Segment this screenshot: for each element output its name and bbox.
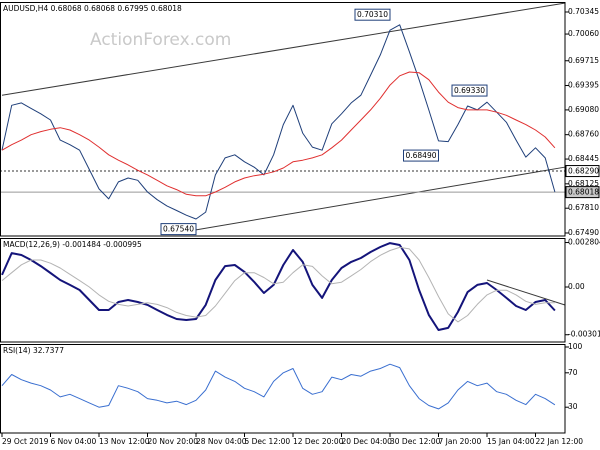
y-tick-label: 0.67490 <box>568 228 599 237</box>
x-tick-label: 13 Nov 12:00 <box>99 437 150 446</box>
y-tick-label: 0.002804 <box>568 238 600 247</box>
y-tick-label: 30 <box>568 402 578 411</box>
x-tick-label: 28 Nov 04:00 <box>196 437 247 446</box>
panel-frame <box>0 2 566 237</box>
panel-title: AUDUSD,H4 0.68068 0.68068 0.67995 0.6801… <box>3 4 182 13</box>
price-box-label: 0.68290 <box>568 167 599 176</box>
y-tick-label: 0.00 <box>568 282 585 291</box>
x-tick-label: 20 Nov 20:00 <box>148 437 199 446</box>
trendline <box>486 279 565 306</box>
x-tick-label: 6 Nov 04:00 <box>51 437 97 446</box>
annotation-box <box>403 149 439 162</box>
annotation-label: 0.69330 <box>454 86 485 95</box>
price-box-label: 0.68018 <box>568 188 599 197</box>
y-tick-label: 100 <box>568 342 583 351</box>
y-tick-label: 70 <box>568 368 578 377</box>
x-tick-label: 20 Dec 04:00 <box>342 437 393 446</box>
panel-frame <box>0 344 566 434</box>
y-tick-label: 0.69080 <box>568 105 599 114</box>
y-tick-label: 0.69395 <box>568 81 599 90</box>
series-line <box>1 246 555 323</box>
panel <box>0 2 565 231</box>
price-box <box>565 186 600 199</box>
series-line <box>1 24 556 220</box>
watermark: ActionForex.com <box>90 30 231 50</box>
x-tick-label: 30 Dec 12:00 <box>390 437 441 446</box>
x-tick-label: 15 Jan 04:00 <box>487 437 535 446</box>
x-tick-label: 5 Dec 12:00 <box>245 437 291 446</box>
x-tick-label: 7 Jan 20:00 <box>439 437 482 446</box>
price-box <box>565 165 600 178</box>
y-tick-label: 0.68760 <box>568 130 599 139</box>
y-tick-label: -0.003012 <box>568 330 600 339</box>
annotation-label: 0.67540 <box>163 225 194 234</box>
y-tick-label: 0.67810 <box>568 203 599 212</box>
trendline <box>1 2 565 96</box>
annotation-box <box>451 84 488 97</box>
panel-title: MACD(12,26,9) -0.001484 -0.000995 <box>3 240 142 249</box>
y-tick-label: 0.69715 <box>568 56 599 65</box>
series-line <box>1 71 556 197</box>
panel <box>1 242 565 331</box>
panel <box>1 363 556 410</box>
panel-title: RSI(14) 32.7377 <box>3 346 64 355</box>
annotation-label: 0.68490 <box>405 151 436 160</box>
x-tick-label: 29 Oct 2019 <box>2 437 49 446</box>
annotation-box <box>160 223 197 236</box>
panel-frame <box>0 238 566 343</box>
trendline <box>195 166 565 231</box>
y-tick-label: 0.70060 <box>568 29 599 38</box>
y-tick-label: 0.68445 <box>568 154 599 163</box>
y-tick-label: 0.68125 <box>568 179 599 188</box>
x-tick-label: 22 Jan 12:00 <box>536 437 584 446</box>
x-tick-label: 12 Dec 20:00 <box>293 437 344 446</box>
series-line <box>1 242 556 331</box>
annotation-box <box>354 8 391 21</box>
series-line <box>1 363 556 410</box>
annotation-label: 0.70310 <box>357 10 388 19</box>
y-tick-label: 0.70345 <box>568 7 599 16</box>
